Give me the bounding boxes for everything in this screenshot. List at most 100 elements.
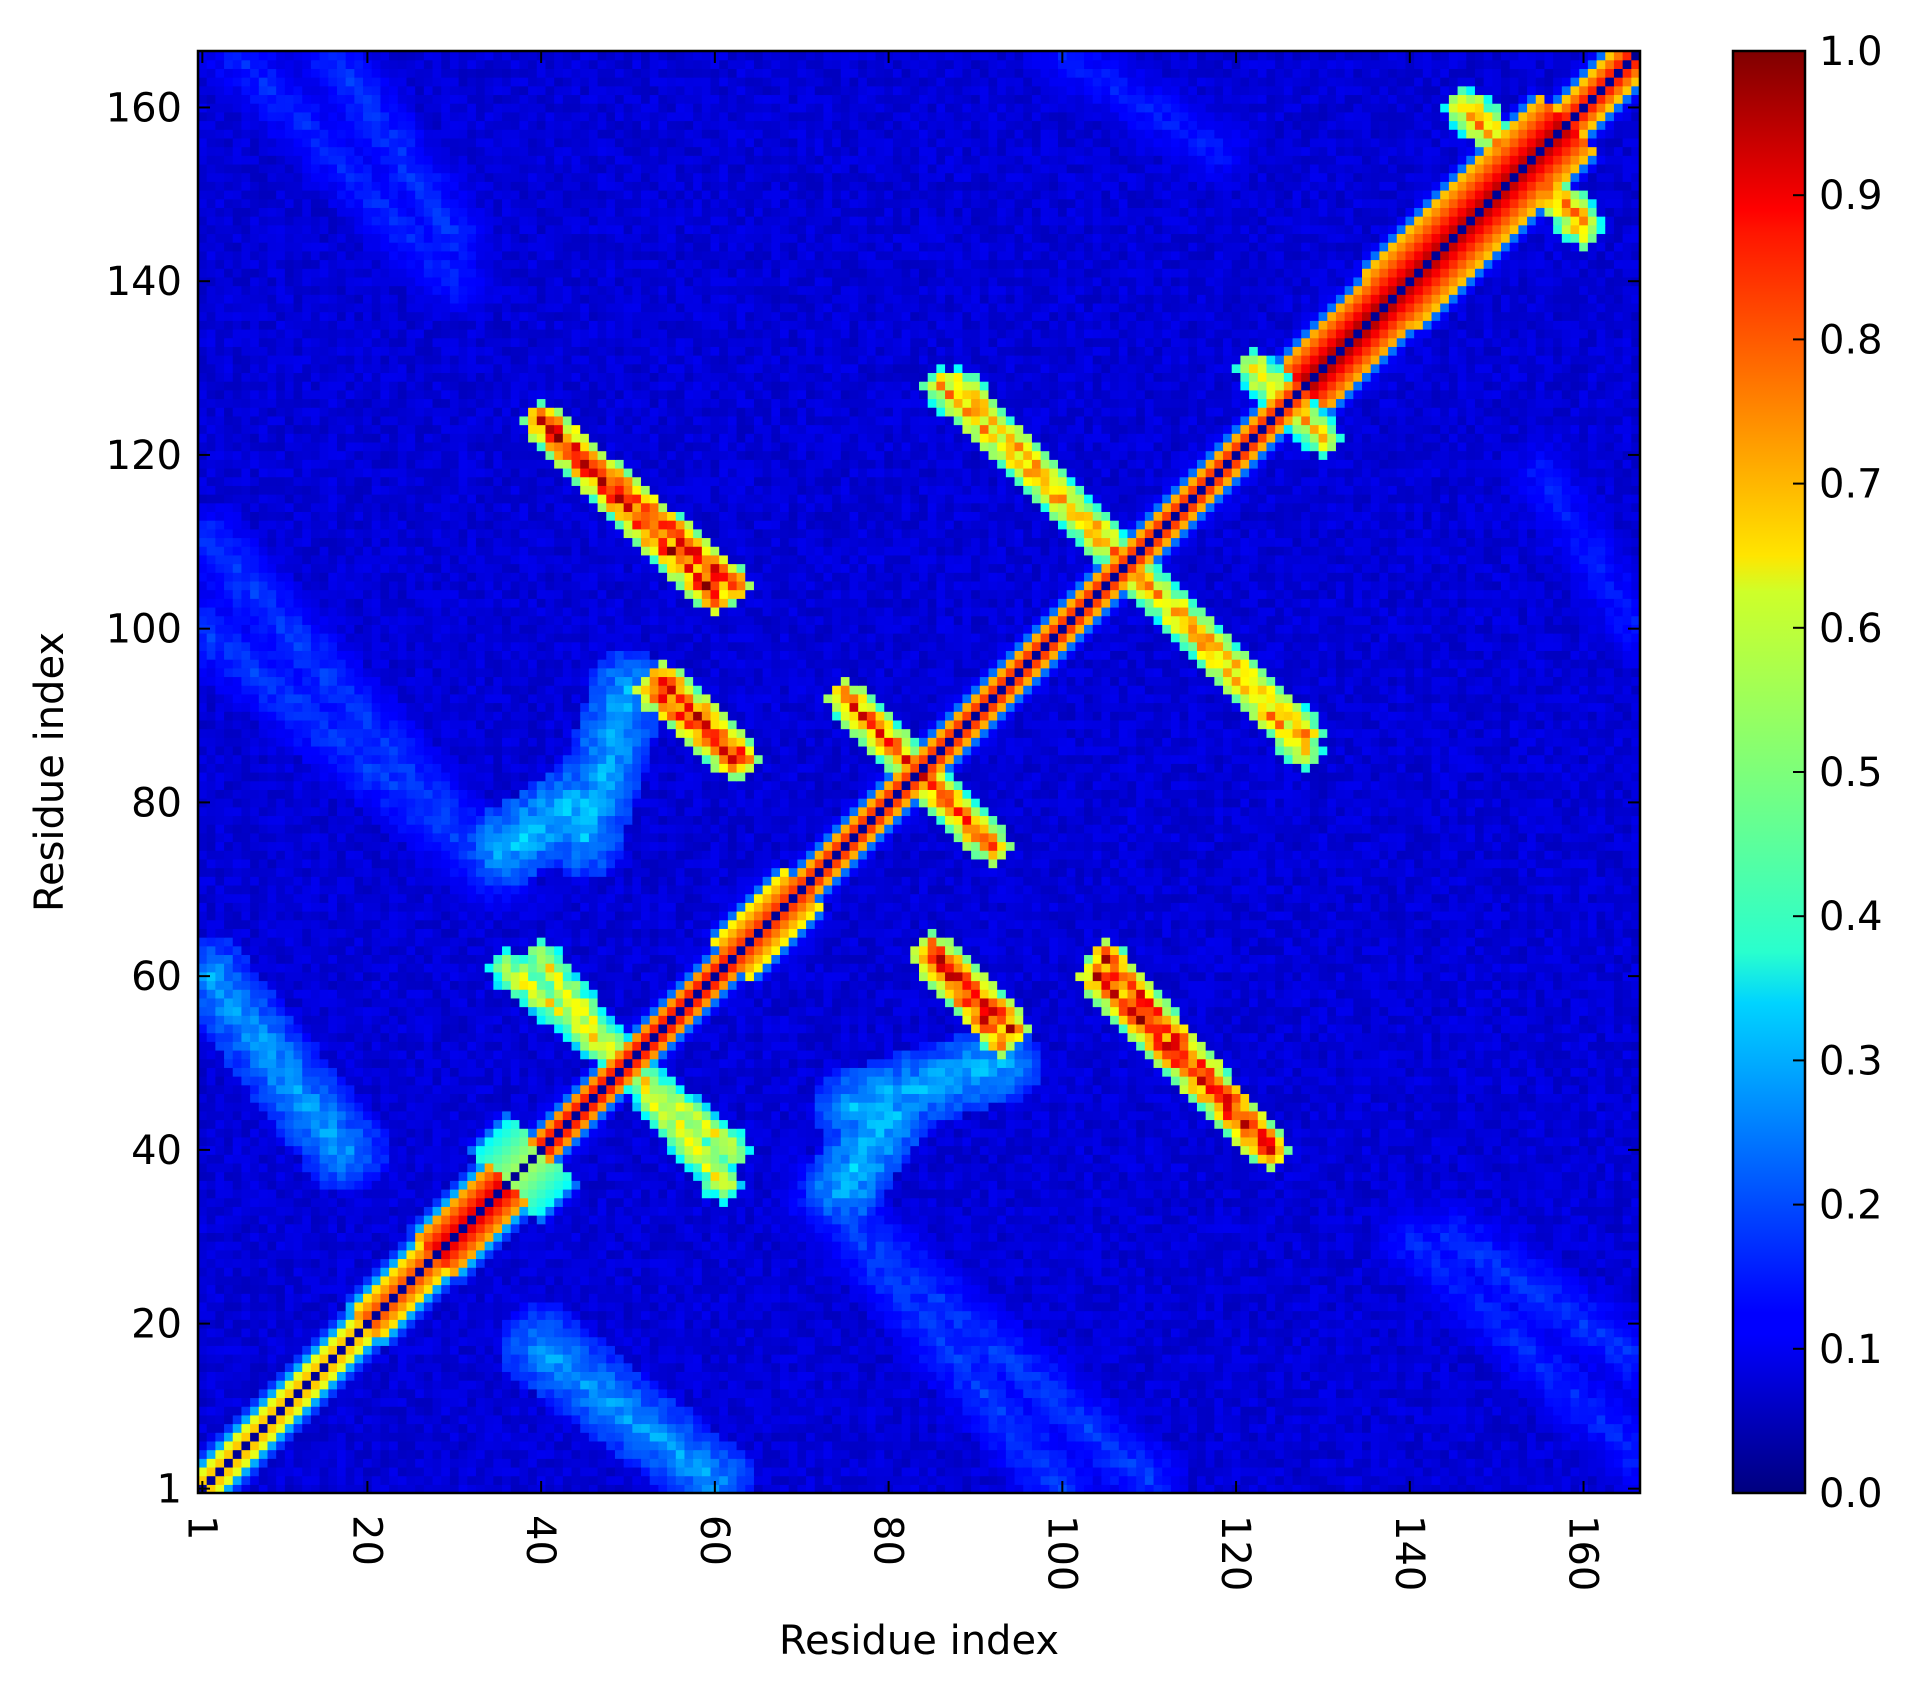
heatmap-cell xyxy=(241,1327,251,1338)
heatmap-cell xyxy=(658,1258,668,1268)
heatmap-cell xyxy=(1509,1301,1519,1312)
heatmap-cell xyxy=(258,1466,269,1477)
heatmap-cell xyxy=(519,1354,529,1364)
heatmap-cell xyxy=(606,1380,616,1390)
heatmap-cell xyxy=(397,1423,408,1433)
heatmap-cell xyxy=(1162,1319,1172,1329)
heatmap-cell xyxy=(1587,1241,1598,1251)
heatmap-cell xyxy=(1214,1397,1224,1407)
heatmap-cell xyxy=(1101,1371,1111,1381)
heatmap-cell xyxy=(389,1319,399,1329)
heatmap-cell xyxy=(406,1406,416,1416)
heatmap-cell xyxy=(1136,1414,1146,1425)
heatmap-cell xyxy=(727,1406,738,1416)
heatmap-cell xyxy=(1275,1258,1285,1268)
heatmap-cell xyxy=(1153,1397,1163,1407)
heatmap-cell xyxy=(1014,1406,1024,1416)
heatmap-cell xyxy=(241,1458,251,1468)
heatmap-cell xyxy=(727,1232,738,1242)
heatmap-cell xyxy=(1466,1293,1476,1303)
heatmap-cell xyxy=(979,1249,990,1260)
heatmap-cell xyxy=(1622,1475,1632,1485)
heatmap-cell xyxy=(354,1414,364,1425)
heatmap-cell xyxy=(641,1466,651,1477)
heatmap-cell xyxy=(1622,1484,1632,1494)
heatmap-cell xyxy=(866,1484,877,1494)
heatmap-cell xyxy=(1014,1327,1024,1338)
heatmap-cell xyxy=(936,1293,946,1303)
heatmap-cell xyxy=(1622,1284,1632,1294)
heatmap-cell xyxy=(1266,1362,1276,1372)
heatmap-cell xyxy=(1292,1371,1302,1381)
heatmap-cell xyxy=(623,1319,633,1329)
heatmap-cell xyxy=(1596,1440,1606,1451)
heatmap-cell xyxy=(1023,1284,1033,1294)
heatmap-cell xyxy=(936,1388,946,1399)
heatmap-cell xyxy=(536,1241,547,1251)
heatmap-cell xyxy=(649,1475,659,1485)
heatmap-cell xyxy=(1092,1354,1103,1364)
heatmap-cell xyxy=(588,1484,599,1494)
heatmap-cell xyxy=(675,1275,686,1286)
heatmap-cell xyxy=(441,1345,451,1355)
heatmap-cell xyxy=(675,1267,686,1277)
heatmap-cell xyxy=(780,1475,790,1485)
heatmap-cell xyxy=(1179,1336,1189,1346)
heatmap-cell xyxy=(1144,1371,1155,1381)
heatmap-cell xyxy=(1544,1371,1554,1381)
heatmap-cell xyxy=(892,1275,903,1286)
heatmap-cell xyxy=(1057,1458,1068,1468)
heatmap-cell xyxy=(1353,1440,1363,1451)
heatmap-cell xyxy=(345,1293,355,1303)
heatmap-cell xyxy=(641,1293,651,1303)
heatmap-cell xyxy=(232,1327,243,1338)
heatmap-cell xyxy=(997,1327,1007,1338)
heatmap-cell xyxy=(1388,1232,1398,1242)
heatmap-cell xyxy=(1318,1310,1328,1320)
heatmap-cell xyxy=(753,1232,764,1242)
heatmap-cell xyxy=(875,1388,885,1399)
heatmap-cell xyxy=(875,1310,885,1320)
heatmap-cell xyxy=(232,1406,243,1416)
heatmap-cell xyxy=(788,1293,798,1303)
heatmap-cell xyxy=(832,1475,842,1485)
heatmap-cell xyxy=(1231,1241,1242,1251)
heatmap-cell xyxy=(1301,1241,1311,1251)
heatmap-cell xyxy=(554,1406,564,1416)
heatmap-cell xyxy=(1353,1284,1363,1294)
heatmap-cell xyxy=(241,1293,251,1303)
heatmap-cell xyxy=(1483,1336,1493,1346)
heatmap-cell xyxy=(441,1406,451,1416)
heatmap-cell xyxy=(1544,1388,1554,1399)
heatmap-cell xyxy=(667,1275,677,1286)
heatmap-cell xyxy=(536,1310,547,1320)
heatmap-cell xyxy=(936,1327,946,1338)
heatmap-cell xyxy=(649,1432,659,1442)
heatmap-cell xyxy=(736,1423,746,1433)
heatmap-cell xyxy=(198,1301,208,1312)
heatmap-cell xyxy=(1535,1440,1546,1451)
heatmap-cell xyxy=(510,1258,521,1268)
heatmap-cell xyxy=(684,1449,694,1459)
heatmap-cell xyxy=(1170,1484,1181,1494)
heatmap-cell xyxy=(1492,1284,1502,1294)
heatmap-cell xyxy=(389,1466,399,1477)
heatmap-cell xyxy=(580,1380,590,1390)
heatmap-cell xyxy=(1492,1241,1502,1251)
heatmap-cell xyxy=(415,1241,425,1251)
heatmap-cell xyxy=(250,1267,260,1277)
heatmap-cell xyxy=(1353,1388,1363,1399)
heatmap-cell xyxy=(1509,1232,1519,1242)
heatmap-cell xyxy=(1483,1388,1493,1399)
heatmap-cell xyxy=(1040,1466,1050,1477)
heatmap-cell xyxy=(458,1327,468,1338)
heatmap-cell xyxy=(545,1449,555,1459)
heatmap-cell xyxy=(849,1440,859,1451)
heatmap-cell xyxy=(736,1414,746,1425)
heatmap-cell xyxy=(788,1406,798,1416)
heatmap-cell xyxy=(493,1380,503,1390)
heatmap-cell xyxy=(1057,1466,1068,1477)
heatmap-cell xyxy=(206,1319,216,1329)
heatmap-cell xyxy=(1353,1241,1363,1251)
heatmap-cell xyxy=(528,1345,538,1355)
